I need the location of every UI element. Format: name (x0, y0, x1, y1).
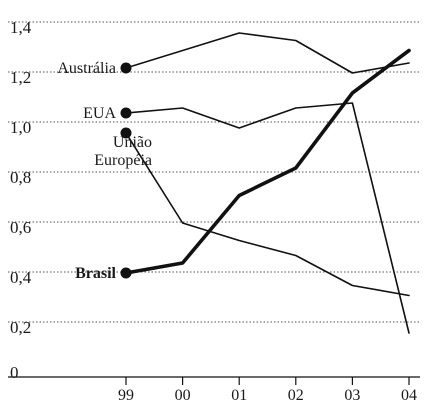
series-start-dot (120, 107, 132, 119)
y-tick-label: 0,4 (10, 268, 32, 287)
x-tick-label: 01 (231, 387, 247, 403)
series-label: Européia (94, 152, 152, 169)
y-tick-label: 1,0 (10, 118, 31, 137)
y-tick-label: 0,2 (10, 318, 31, 337)
x-axis-ticks: 99 00 01 02 03 04 (118, 377, 417, 403)
series-start-dot (120, 127, 132, 139)
y-axis-ticks: 0 0,2 0,4 0,6 0,8 1,0 1,2 1,4 (10, 18, 32, 382)
y-tick-label: 0,8 (10, 168, 31, 187)
series-label: EUA (83, 105, 116, 122)
series-start-dot (120, 267, 132, 279)
series-label: Brasil (75, 265, 116, 282)
series-line (125, 32, 410, 74)
series-line (125, 132, 410, 297)
x-tick-label: 00 (175, 387, 191, 403)
x-tick-label: 04 (401, 387, 417, 403)
y-tick-label: 0,6 (10, 218, 31, 237)
x-tick-label: 02 (288, 387, 304, 403)
series-line (124, 48, 411, 275)
series-line (125, 102, 410, 334)
y-tick-label: 1,4 (10, 18, 32, 37)
y-tick-label: 1,2 (10, 68, 31, 87)
y-tick-label: 0 (10, 363, 19, 382)
x-tick-label: 03 (344, 387, 360, 403)
series-label: União (113, 134, 152, 151)
series-lines (120, 32, 411, 334)
x-tick-label: 99 (118, 387, 134, 403)
series-label: Austrália (57, 60, 116, 77)
series-start-dot (120, 62, 132, 74)
